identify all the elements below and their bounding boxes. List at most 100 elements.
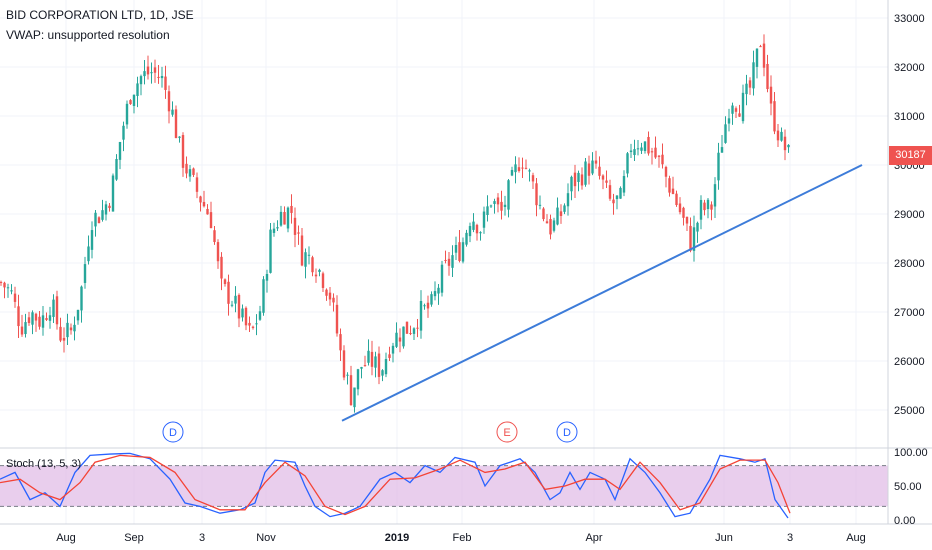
candle-body (339, 334, 342, 351)
candle-body (101, 210, 104, 220)
candle-body (573, 172, 577, 187)
candle-body (370, 351, 374, 367)
candle-body (535, 183, 538, 206)
candle-body (136, 83, 139, 96)
candle-body (283, 212, 286, 225)
candle-body (727, 118, 731, 124)
candle-body (766, 63, 769, 90)
candle-body (538, 204, 542, 206)
candle-body (692, 227, 696, 251)
candle-body (62, 337, 66, 341)
candle-body (437, 287, 440, 294)
candle-body (479, 232, 482, 234)
candle-body (241, 308, 244, 318)
candle-body (41, 315, 45, 328)
candle-body (108, 205, 111, 209)
candle-body (360, 367, 363, 369)
candle-body (234, 295, 237, 304)
candle-body (216, 242, 220, 262)
candle-body (398, 337, 402, 342)
candle-body (174, 109, 178, 139)
candle-body (433, 291, 437, 297)
candle-body (468, 226, 472, 237)
x-tick-label: Feb (453, 532, 472, 544)
candle-body (507, 180, 510, 210)
candle-body (598, 166, 601, 176)
candle-body (150, 72, 153, 74)
candle-body (227, 281, 230, 304)
candle-body (542, 208, 545, 220)
candle-body (276, 227, 279, 229)
candle-body (682, 207, 685, 218)
candle-body (703, 202, 706, 211)
candle-body (248, 322, 251, 326)
candle-body (577, 172, 580, 182)
candle-body (146, 66, 150, 75)
candle-body (125, 103, 129, 125)
candle-body (570, 176, 573, 192)
candle-body (451, 255, 454, 268)
candle-body (724, 124, 727, 143)
candle-body (636, 148, 640, 150)
candle-body (199, 196, 202, 203)
vwap-legend: VWAP: unsupported resolution (6, 28, 170, 42)
candle-body (258, 311, 262, 320)
candle-body (269, 229, 272, 273)
candle-body (318, 269, 321, 272)
candle-body (311, 257, 314, 273)
candle-body (335, 304, 339, 334)
candle-body (111, 175, 115, 212)
x-tick-label: Jun (715, 532, 733, 544)
candle-body (388, 354, 391, 358)
candle-body (160, 76, 164, 79)
candle-body (461, 242, 465, 262)
candle-body (486, 206, 489, 216)
candle-body (374, 356, 377, 368)
candle-body (731, 105, 734, 114)
candle-body (48, 315, 52, 321)
candle-body (45, 318, 48, 320)
candle-body (482, 211, 486, 228)
candle-body (500, 201, 503, 211)
candle-body (524, 167, 528, 169)
candle-body (430, 294, 433, 305)
candle-body (759, 46, 762, 48)
candle-body (27, 317, 31, 324)
candle-body (34, 313, 38, 321)
candle-body (244, 307, 248, 326)
event-marker-label: D (563, 427, 571, 439)
grid-lines (0, 0, 888, 524)
x-tick-label: Nov (256, 532, 276, 544)
candle-body (647, 136, 650, 154)
candle-body (458, 242, 461, 261)
stoch-y-tick-label: 0.00 (894, 515, 915, 527)
candle-body (409, 333, 412, 335)
candle-body (402, 326, 405, 347)
candle-body (381, 370, 384, 376)
y-tick-label: 29000 (894, 209, 925, 221)
candle-body (615, 195, 619, 200)
candle-body (755, 48, 759, 67)
x-tick-label: Apr (585, 532, 602, 544)
trendline[interactable] (341, 164, 863, 422)
candle-body (3, 282, 6, 288)
candle-body (678, 203, 682, 213)
candle-body (619, 187, 622, 199)
x-tick-label: Aug (56, 532, 76, 544)
candle-body (346, 374, 349, 376)
candle-body (31, 312, 34, 325)
candle-body (290, 205, 293, 213)
candle-body (17, 306, 20, 327)
candle-body (510, 169, 514, 176)
ticker-title: BID CORPORATION LTD, 1D, JSE (6, 8, 194, 22)
candle-body (563, 205, 566, 212)
candle-body (699, 199, 703, 220)
last-price-badge: 30187 (889, 146, 932, 165)
candle-body (675, 193, 678, 206)
candle-body (97, 217, 101, 224)
event-marker-circle (496, 421, 518, 443)
candle-body (206, 208, 209, 215)
candle-body (706, 199, 710, 210)
candle-body (10, 290, 13, 292)
